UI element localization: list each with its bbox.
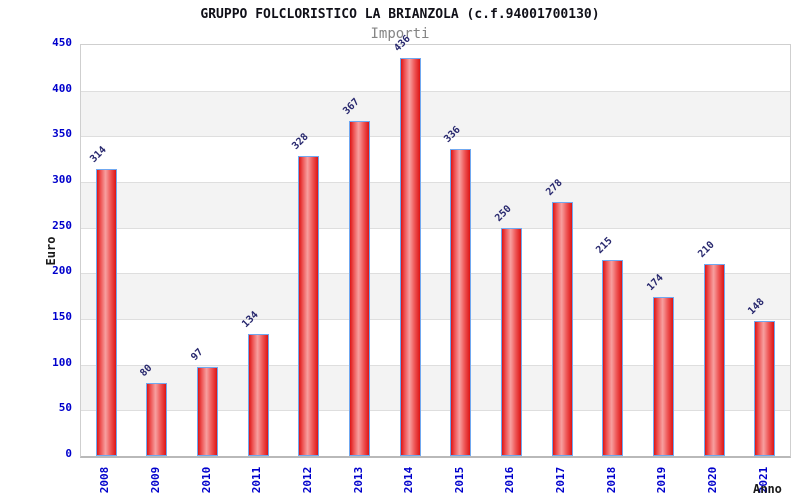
bar-2011	[247, 333, 269, 456]
bar-2016	[500, 227, 522, 456]
x-axis-tick-label: 2010	[199, 466, 213, 494]
bar-value-label: 215	[594, 235, 616, 256]
gridline-50	[81, 410, 790, 412]
gridline-350	[81, 136, 790, 138]
bar-2019	[652, 297, 674, 456]
x-axis-tick-label: 2013	[351, 466, 365, 494]
x-axis-tick-label: 2020	[706, 466, 720, 494]
y-axis-tick-label: 100	[52, 355, 72, 369]
bar-2012	[298, 156, 320, 456]
x-axis-tick-label: 2015	[452, 466, 466, 494]
bar-2013	[349, 120, 371, 456]
grid-band	[81, 273, 790, 319]
x-axis-title: Anno	[753, 482, 782, 496]
y-axis-tick-label: 300	[52, 173, 72, 186]
y-axis-tick-label: 350	[52, 127, 72, 141]
x-axis-tick-label: 2016	[503, 466, 517, 494]
y-axis-tick-label: 200	[52, 264, 72, 278]
x-axis-tick-label: 2017	[554, 466, 568, 494]
x-axis-tick-label: 2014	[402, 466, 416, 494]
gridline-100	[81, 364, 790, 366]
x-axis-tick-label: 2009	[148, 466, 162, 494]
grid-band	[81, 90, 790, 137]
gridline-300	[81, 182, 790, 183]
gridline-150	[81, 319, 790, 320]
bar-2018	[602, 259, 624, 456]
gridline-200	[81, 273, 790, 275]
y-axis-tick-label: 50	[58, 401, 72, 415]
bar-2008	[95, 169, 117, 456]
chart-title: GRUPPO FOLCLORISTICO LA BRIANZOLA (c.f.9…	[200, 7, 600, 22]
bar-2010	[197, 367, 219, 456]
bar-2014	[399, 57, 421, 456]
bar-value-label: 210	[695, 239, 717, 261]
plot-area: 314 80 97 134 328 367 436 336 250 278 215 174 210 148	[80, 33, 791, 458]
x-axis-tick-label: 2008	[98, 466, 112, 494]
y-axis-tick-label: 400	[52, 81, 72, 95]
x-axis-tick-label: 2018	[604, 466, 618, 494]
bar-2015	[450, 149, 472, 456]
grid-band	[81, 364, 790, 411]
grid-band	[81, 182, 790, 228]
x-axis-tick-label: 2019	[655, 466, 669, 494]
y-axis-tick-label: 0	[65, 447, 72, 460]
bar-2009	[146, 382, 168, 456]
y-axis-tick-label: 250	[52, 218, 72, 232]
chart-subtitle: Importi	[370, 26, 430, 42]
x-axis-tick-label: 2011	[250, 466, 264, 494]
y-axis-tick-label: 150	[52, 310, 72, 323]
gridline-250	[81, 227, 790, 229]
bar-2021	[754, 320, 776, 456]
x-axis-tick-label: 2012	[300, 466, 314, 494]
y-axis-tick-label: 450	[52, 36, 72, 49]
bar-value-label: 97	[189, 347, 206, 364]
bar-2020	[703, 264, 725, 456]
bar-value-label: 314	[88, 144, 109, 166]
bar-2017	[551, 202, 573, 456]
gridline-400	[81, 90, 790, 92]
